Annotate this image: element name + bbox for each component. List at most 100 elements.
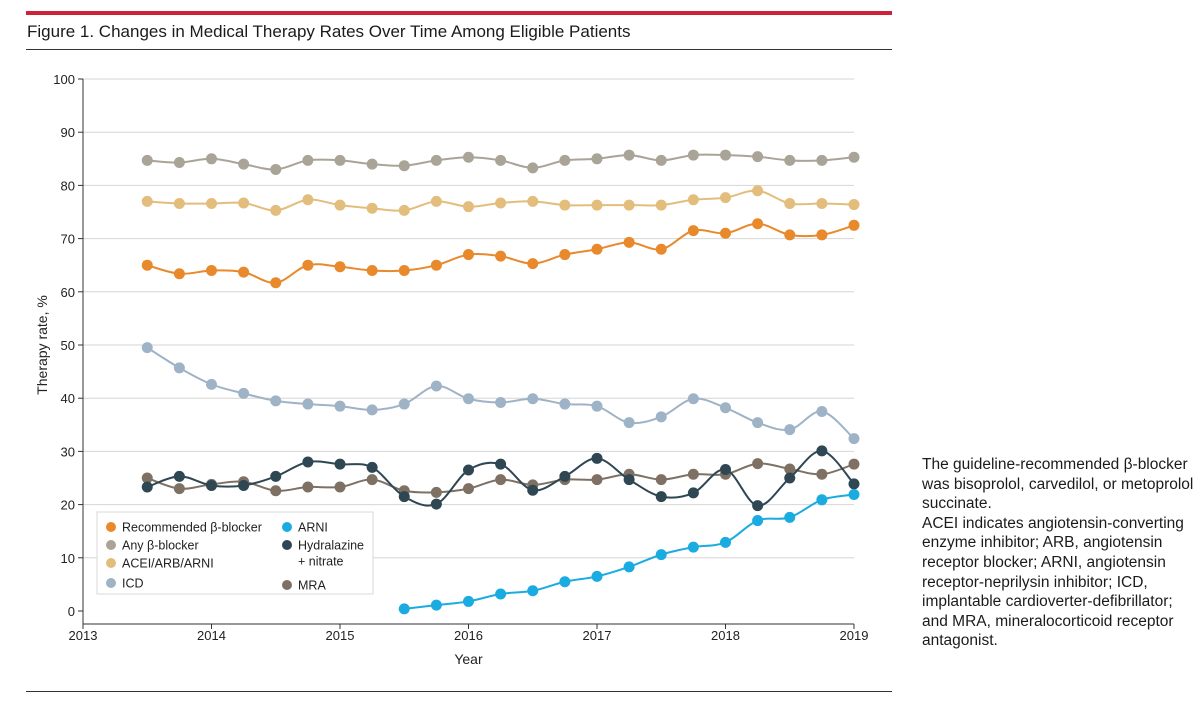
y-tick-label: 90 — [61, 125, 75, 140]
y-tick-label: 100 — [53, 72, 75, 87]
data-point-mra — [655, 474, 667, 486]
data-point-any-blocker — [720, 149, 731, 161]
y-axis-title: Therapy rate, % — [34, 295, 50, 395]
data-point-hydralazine-nitrate — [430, 498, 442, 510]
data-point-recommended-blocker — [752, 218, 764, 230]
data-point-hydralazine-nitrate — [270, 470, 282, 482]
data-point-acei-arb-arni — [463, 201, 474, 213]
data-point-acei-arb-arni — [816, 197, 828, 209]
data-point-recommended-blocker — [238, 266, 250, 278]
y-tick-label: 50 — [61, 338, 75, 353]
data-point-arni — [784, 511, 796, 523]
data-point-arni — [591, 570, 603, 582]
data-point-hydralazine-nitrate — [334, 458, 346, 470]
data-point-icd — [463, 393, 474, 405]
data-point-acei-arb-arni — [687, 194, 699, 206]
data-point-acei-arb-arni — [173, 197, 185, 209]
data-point-icd — [591, 400, 603, 412]
data-point-any-blocker — [655, 154, 667, 166]
data-point-mra — [366, 474, 378, 486]
data-point-any-blocker — [366, 158, 378, 170]
data-point-acei-arb-arni — [591, 199, 603, 211]
data-point-mra — [591, 474, 603, 486]
data-point-mra — [752, 458, 764, 470]
data-point-arni — [463, 595, 474, 607]
data-point-recommended-blocker — [720, 227, 731, 239]
data-point-recommended-blocker — [302, 259, 314, 271]
data-point-mra — [430, 486, 442, 498]
data-point-recommended-blocker — [334, 261, 346, 273]
data-point-icd — [366, 404, 378, 416]
y-tick-label: 60 — [61, 285, 75, 300]
data-point-acei-arb-arni — [752, 185, 764, 197]
legend-label: Any β-blocker — [122, 539, 199, 553]
legend-label: ARNI — [298, 521, 328, 535]
data-point-mra — [270, 485, 282, 497]
data-point-icd — [141, 342, 153, 354]
data-point-mra — [141, 472, 153, 484]
data-point-any-blocker — [173, 157, 185, 169]
legend-marker — [106, 522, 116, 532]
data-point-mra — [173, 483, 185, 495]
y-tick-label: 10 — [61, 551, 75, 566]
data-point-mra — [495, 474, 507, 486]
data-point-acei-arb-arni — [495, 197, 507, 209]
data-point-any-blocker — [141, 154, 153, 166]
legend-marker — [282, 540, 292, 550]
x-tick-label: 2013 — [69, 628, 98, 643]
x-tick-label: 2014 — [197, 628, 226, 643]
legend-label: ICD — [122, 577, 144, 591]
data-point-icd — [495, 396, 507, 408]
legend-marker — [106, 540, 116, 550]
data-point-arni — [495, 588, 507, 600]
data-point-recommended-blocker — [784, 229, 796, 241]
x-tick-label: 2017 — [583, 628, 612, 643]
data-point-icd — [720, 402, 731, 414]
data-point-any-blocker — [334, 154, 346, 166]
data-point-any-blocker — [591, 153, 603, 165]
y-tick-label: 40 — [61, 391, 75, 406]
data-point-icd — [334, 400, 346, 412]
data-point-hydralazine-nitrate — [591, 452, 603, 464]
data-point-icd — [559, 398, 571, 410]
data-point-hydralazine-nitrate — [302, 456, 314, 468]
data-point-icd — [206, 378, 217, 390]
data-point-hydralazine-nitrate — [495, 458, 507, 470]
data-point-hydralazine-nitrate — [559, 470, 571, 482]
data-point-arni — [720, 536, 731, 548]
data-point-hydralazine-nitrate — [173, 470, 185, 482]
data-point-recommended-blocker — [495, 250, 507, 262]
data-point-acei-arb-arni — [655, 199, 667, 211]
data-point-acei-arb-arni — [848, 199, 860, 211]
data-point-recommended-blocker — [206, 265, 217, 277]
data-point-acei-arb-arni — [238, 197, 250, 209]
data-point-acei-arb-arni — [623, 199, 635, 211]
data-point-mra — [816, 468, 828, 480]
data-point-any-blocker — [206, 153, 217, 165]
y-tick-label: 0 — [68, 604, 75, 619]
y-tick-label: 30 — [61, 444, 75, 459]
data-point-any-blocker — [302, 154, 314, 166]
data-point-arni — [655, 549, 667, 561]
data-point-icd — [752, 417, 764, 429]
legend-box — [96, 511, 374, 595]
data-point-any-blocker — [687, 149, 699, 161]
data-point-icd — [816, 406, 828, 417]
legend-label: MRA — [298, 579, 326, 593]
data-point-icd — [623, 417, 635, 429]
note-paragraph-1: The guideline-recommended β-blocker was … — [922, 456, 1194, 513]
data-point-recommended-blocker — [398, 265, 410, 277]
data-point-arni — [559, 576, 571, 588]
x-tick-label: 2016 — [454, 628, 483, 643]
data-point-mra — [334, 481, 346, 493]
data-point-any-blocker — [238, 158, 250, 170]
data-point-icd — [302, 398, 314, 410]
line-chart: 0 10 20 30 40 50 60 70 80 90 100 2013 2014 2015 2016 20… — [34, 72, 868, 667]
data-point-any-blocker — [270, 163, 282, 175]
data-point-any-blocker — [430, 154, 442, 166]
y-tick-label: 70 — [61, 232, 75, 247]
data-point-mra — [848, 458, 860, 470]
data-point-any-blocker — [463, 151, 474, 163]
data-point-acei-arb-arni — [559, 199, 571, 211]
data-point-hydralazine-nitrate — [784, 472, 796, 484]
